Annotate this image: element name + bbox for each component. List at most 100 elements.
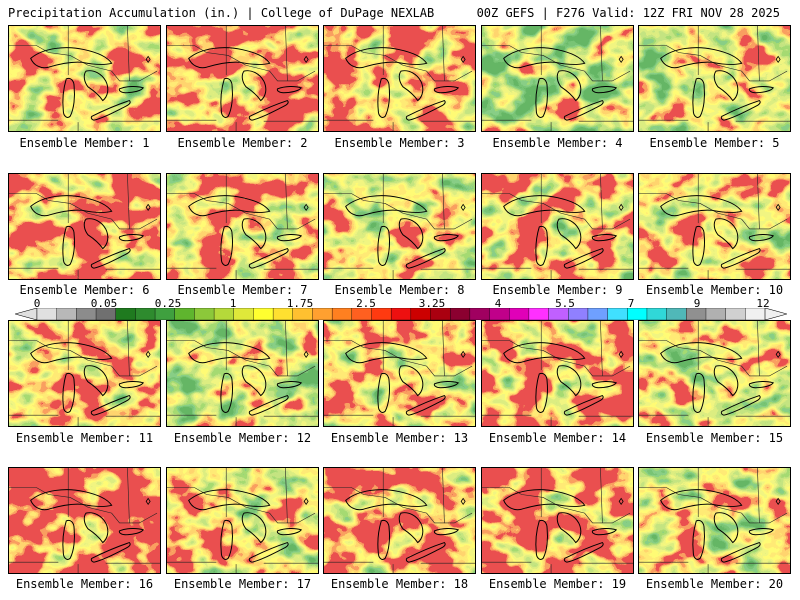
ensemble-map-panel [323, 467, 476, 574]
location-marker-icon [775, 203, 781, 212]
location-marker-icon [460, 497, 466, 506]
ensemble-member-label: Ensemble Member: 15 [645, 431, 784, 445]
state-border [9, 340, 158, 377]
great-lake-outline [30, 342, 113, 364]
great-lake-outline [405, 542, 446, 563]
great-lake-outline [62, 225, 75, 266]
state-border [127, 468, 130, 523]
state-border [639, 340, 788, 377]
great-lake-outline [398, 218, 424, 250]
great-lake-outline [345, 47, 428, 69]
colorbar-swatch [390, 308, 412, 320]
great-lake-outline [720, 248, 761, 269]
state-border [285, 321, 288, 376]
great-lake-outline [692, 77, 705, 118]
location-marker-icon [460, 203, 466, 212]
ensemble-member-label: Ensemble Member: 9 [492, 283, 623, 297]
colorbar-max-arrow [764, 308, 787, 320]
great-lake-outline [591, 380, 617, 389]
great-lake-outline [188, 47, 271, 69]
ensemble-member-label: Ensemble Member: 19 [488, 577, 627, 591]
great-lake-outline [188, 489, 271, 511]
precipitation-field [324, 174, 475, 279]
ensemble-member-label: Ensemble Member: 13 [330, 431, 469, 445]
precipitation-field [639, 26, 790, 131]
great-lake-outline [345, 342, 428, 364]
colorbar-tick-label: 3.25 [418, 297, 446, 310]
precipitation-field [9, 174, 160, 279]
great-lake-outline [556, 70, 582, 102]
state-border [600, 26, 603, 81]
great-lake-outline [720, 542, 761, 563]
great-lake-outline [563, 248, 604, 269]
ensemble-member-label: Ensemble Member: 16 [15, 577, 154, 591]
great-lake-outline [30, 47, 113, 69]
precipitation-field [9, 321, 160, 426]
great-lake-outline [248, 100, 289, 121]
location-marker-icon [775, 55, 781, 64]
state-border [757, 468, 760, 523]
ensemble-member-label: Ensemble Member: 6 [19, 283, 150, 297]
great-lake-outline [720, 100, 761, 121]
precipitation-field [167, 174, 318, 279]
great-lake-outline [377, 519, 390, 560]
colorbar-tick-label: 0 [33, 297, 41, 310]
location-marker-icon [618, 55, 624, 64]
state-border [324, 487, 473, 524]
state-border [167, 340, 316, 377]
state-border [757, 321, 760, 376]
great-lake-outline [220, 519, 233, 560]
state-border [482, 45, 631, 82]
great-lake-outline [118, 380, 144, 389]
great-lake-outline [345, 489, 428, 511]
great-lake-outline [398, 512, 424, 544]
location-marker-icon [460, 350, 466, 359]
colorbar-swatch [135, 308, 156, 320]
map-title: Precipitation Accumulation (in.) | Colle… [8, 6, 435, 20]
precipitation-field [482, 174, 633, 279]
location-marker-icon [775, 350, 781, 359]
great-lake-outline [535, 225, 548, 266]
colorbar-swatch [233, 308, 254, 320]
great-lake-outline [660, 489, 743, 511]
precipitation-field [482, 26, 633, 131]
ensemble-member-label: Ensemble Member: 14 [488, 431, 627, 445]
colorbar-swatch [312, 308, 333, 320]
ensemble-map-panel [323, 25, 476, 132]
great-lake-outline [345, 195, 428, 217]
great-lake-outline [241, 218, 267, 250]
precipitation-field [639, 321, 790, 426]
great-lake-outline [276, 527, 302, 536]
ensemble-map-panel [481, 467, 634, 574]
location-marker-icon [618, 203, 624, 212]
ensemble-map-panel [166, 25, 319, 132]
colorbar-swatch [607, 308, 628, 320]
precipitation-field [482, 468, 633, 573]
colorbar-tick-label: 5.5 [555, 297, 575, 310]
great-lake-outline [90, 542, 131, 563]
ensemble-map-panel [481, 320, 634, 427]
great-lake-outline [62, 519, 75, 560]
great-lake-outline [90, 248, 131, 269]
state-border [600, 174, 603, 229]
great-lake-outline [556, 218, 582, 250]
great-lake-outline [660, 47, 743, 69]
location-marker-icon [303, 350, 309, 359]
great-lake-outline [503, 47, 586, 69]
location-marker-icon [303, 55, 309, 64]
great-lake-outline [276, 85, 302, 94]
colorbar-tick-label: 0.05 [90, 297, 118, 310]
state-border [127, 321, 130, 376]
great-lake-outline [241, 512, 267, 544]
state-border [600, 468, 603, 523]
state-border [167, 487, 316, 524]
great-lake-outline [433, 380, 459, 389]
great-lake-outline [377, 372, 390, 413]
great-lake-outline [535, 519, 548, 560]
colorbar-swatch [509, 308, 530, 320]
great-lake-outline [563, 100, 604, 121]
precipitation-field [9, 26, 160, 131]
ensemble-map-panel [638, 25, 791, 132]
state-border [482, 487, 631, 524]
great-lake-outline [377, 77, 390, 118]
